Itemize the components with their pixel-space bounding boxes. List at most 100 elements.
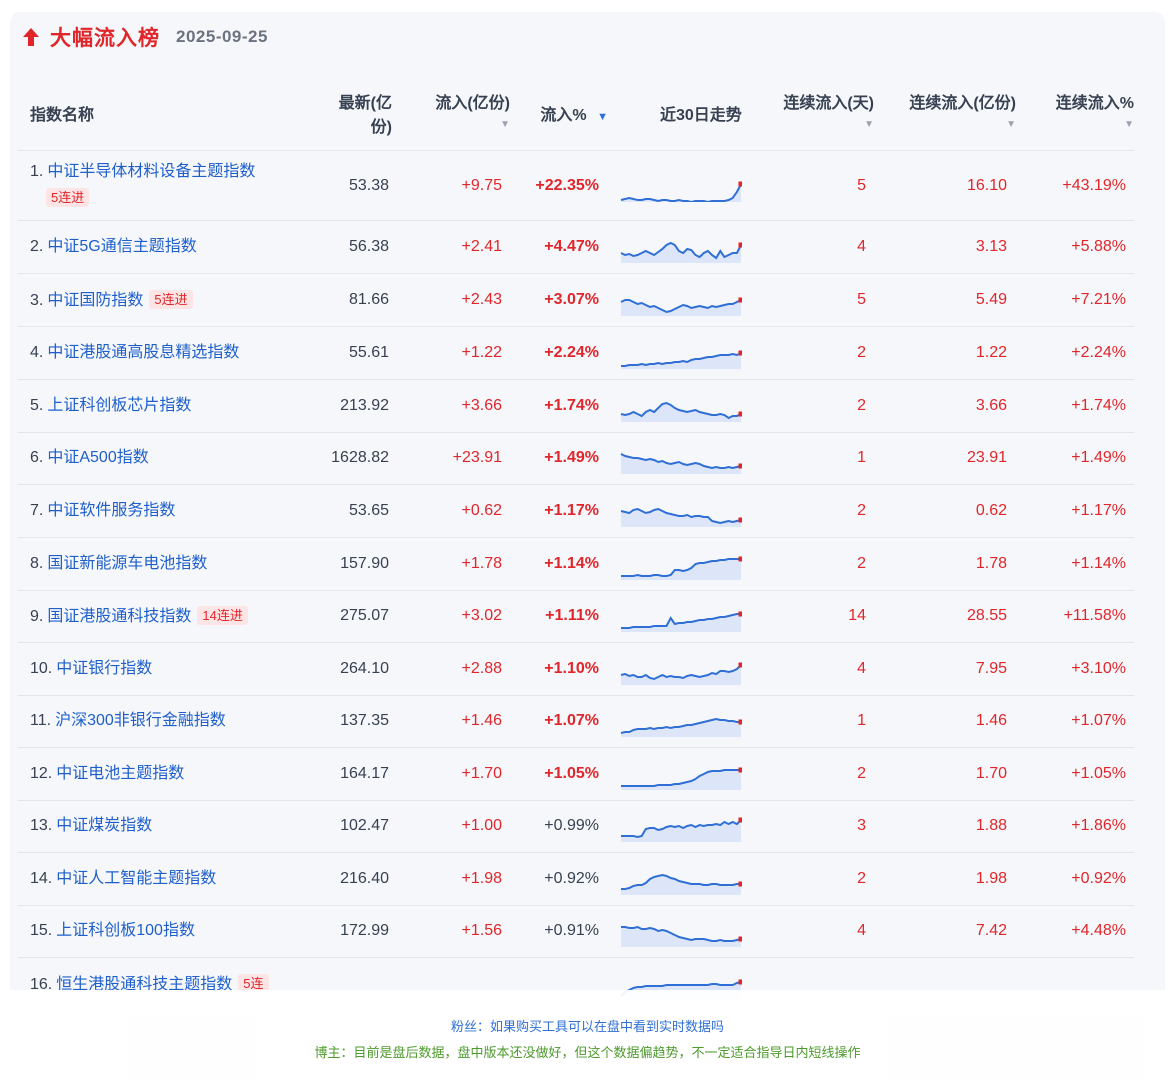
index-name-link[interactable]: 5. 上证科创板芯片指数: [30, 396, 191, 416]
index-name[interactable]: 中证煤炭指数: [56, 817, 153, 834]
cum-pct-value: +1.07%: [1071, 712, 1126, 729]
col-inflow-pct-label: 流入%: [540, 107, 587, 124]
col-days[interactable]: 连续流入(天) ▼: [766, 92, 874, 132]
table-row[interactable]: 14. 中证人工智能主题指数 216.40 +1.98 +0.92% 2 1.98 +0.92…: [18, 853, 1134, 906]
table-header: 指数名称 最新(亿 份) 流入(亿份) ▼ 流入% ▼ 近30日走势 连续流入(…: [18, 80, 1134, 151]
cum-amount-value: 1.46: [975, 712, 1007, 729]
inflow-value: +2.43: [461, 291, 502, 308]
trend-sparkline: [621, 611, 742, 632]
sort-caret-icon[interactable]: ▼: [1124, 119, 1134, 130]
col-inflow-pct[interactable]: 流入% ▼: [523, 104, 608, 129]
index-name[interactable]: 中证电池主题指数: [56, 765, 185, 782]
streak-badge: 14连进: [197, 606, 248, 625]
inflow-pct-value: +3.07%: [544, 291, 599, 308]
index-name[interactable]: 中证银行指数: [56, 660, 153, 677]
cum-pct-value: +1.49%: [1071, 449, 1126, 466]
sparkline-line: [620, 981, 742, 997]
inflow-pct-value: +1.17%: [544, 502, 599, 519]
sparkline-area: [621, 770, 741, 790]
row-number: 7.: [30, 502, 44, 519]
table-row[interactable]: 8. 国证新能源车电池指数 157.90 +1.78 +1.14% 2 1.78 +1.14%: [18, 538, 1134, 591]
index-name-link[interactable]: 13. 中证煤炭指数: [30, 816, 152, 836]
index-name-link[interactable]: 3. 中证国防指数 5连进: [30, 290, 193, 311]
table-row[interactable]: 11. 沪深300非银行金融指数 137.35 +1.46 +1.07% 1 1.46 +1.…: [18, 695, 1134, 748]
index-name[interactable]: 中证国防指数: [47, 292, 144, 309]
inflow-value: +1.70: [461, 765, 502, 782]
index-name-link[interactable]: 12. 中证电池主题指数: [30, 764, 184, 784]
table-row[interactable]: 15. 上证科创板100指数 172.99 +1.56 +0.91% 4 7.42 +4.48…: [18, 905, 1134, 958]
index-name[interactable]: 中证软件服务指数: [47, 502, 176, 519]
table-row[interactable]: 5. 上证科创板芯片指数 213.92 +3.66 +1.74% 2 3.66 +1.74%: [18, 380, 1134, 433]
table-row[interactable]: 3. 中证国防指数 5连进 81.66 +2.43 +3.07% 5 5.49 +7.21%: [18, 274, 1134, 327]
sort-caret-icon[interactable]: ▼: [864, 119, 874, 130]
index-name[interactable]: 中证半导体材料设备主题指数: [47, 163, 256, 180]
sparkline-area: [621, 927, 741, 947]
latest-value: 53.65: [348, 502, 389, 519]
table-row[interactable]: 12. 中证电池主题指数 164.17 +1.70 +1.05% 2 1.70 +1.05%: [18, 748, 1134, 801]
inflow-pct-value: +1.11%: [545, 607, 599, 624]
streak-days-value: 3: [857, 817, 866, 834]
index-name-link[interactable]: 14. 中证人工智能主题指数: [30, 869, 216, 889]
inflow-pct-value: +0.99%: [544, 817, 599, 834]
col-inflow-label: 流入(亿份): [435, 95, 510, 112]
index-name-link[interactable]: 6. 中证A500指数: [30, 448, 149, 468]
index-name-link[interactable]: 10. 中证银行指数: [30, 659, 152, 679]
index-name[interactable]: 国证港股通科技指数: [47, 608, 192, 625]
row-number: 3.: [30, 292, 44, 309]
index-name[interactable]: 国证新能源车电池指数: [47, 555, 208, 572]
index-name-link[interactable]: 11. 沪深300非银行金融指数: [30, 711, 226, 731]
index-name[interactable]: 中证港股通高股息精选指数: [47, 344, 240, 361]
index-name-link[interactable]: 1. 中证半导体材料设备主题指数 5连进: [30, 162, 255, 207]
sparkline-line: [621, 873, 741, 890]
index-name-link[interactable]: 16. 恒生港股通科技主题指数 5连: [30, 974, 269, 995]
index-name-link[interactable]: 15. 上证科创板100指数: [30, 921, 195, 941]
streak-days-value: 2: [857, 502, 866, 519]
index-name-link[interactable]: 4. 中证港股通高股息精选指数: [30, 343, 239, 363]
ranking-date: 2025-09-25: [176, 27, 268, 46]
sort-caret-icon[interactable]: ▼: [1006, 119, 1016, 130]
index-name[interactable]: 恒生港股通科技主题指数: [56, 976, 233, 993]
index-name[interactable]: 中证A500指数: [47, 449, 149, 466]
table-row[interactable]: 13. 中证煤炭指数 102.47 +1.00 +0.99% 3 1.88 +1.86%: [18, 800, 1134, 853]
sparkline-end-marker: [738, 817, 742, 823]
streak-days-value: 2: [857, 765, 866, 782]
sort-active-caret-icon[interactable]: ▼: [597, 111, 608, 123]
latest-value: 213.92: [340, 397, 389, 414]
table-row[interactable]: 9. 国证港股通科技指数 14连进 275.07 +3.02 +1.11% 14 28.55 +…: [18, 590, 1134, 643]
row-number: 1.: [30, 163, 44, 180]
table-row[interactable]: 6. 中证A500指数 1628.82 +23.91 +1.49% 1 23.91 +1.49…: [18, 432, 1134, 485]
blogger-answer: 博主：目前是盘后数据，盘中版本还没做好，但这个数据偏趋势，不一定适合指导日内短线…: [314, 1045, 861, 1060]
table-row[interactable]: 2. 中证5G通信主题指数 56.38 +2.41 +4.47% 4 3.13 +5.88%: [18, 221, 1134, 274]
latest-value: 164.17: [340, 765, 389, 782]
col-latest[interactable]: 最新(亿 份): [330, 92, 392, 140]
cum-pct-value: +1.86%: [1071, 817, 1126, 834]
streak-days-value: 2: [857, 870, 866, 887]
row-number: 13.: [30, 817, 53, 834]
index-name[interactable]: 沪深300非银行金融指数: [55, 712, 226, 729]
index-name-link[interactable]: 9. 国证港股通科技指数 14连进: [30, 606, 248, 627]
index-name-link[interactable]: 8. 国证新能源车电池指数: [30, 554, 207, 574]
col-cum-amount[interactable]: 连续流入(亿份) ▼: [888, 92, 1016, 132]
table-row[interactable]: 10. 中证银行指数 264.10 +2.88 +1.10% 4 7.95 +3.10%: [18, 643, 1134, 696]
cum-pct-value: +1.05%: [1071, 765, 1126, 782]
col-cum-amount-label: 连续流入(亿份): [909, 95, 1016, 112]
cum-pct-value: +11.58%: [1063, 607, 1126, 624]
row-number: 2.: [30, 238, 44, 255]
table-row[interactable]: 1. 中证半导体材料设备主题指数 5连进 53.38 +9.75 +22.35% 5 16.1…: [18, 152, 1134, 221]
inflow-value: +2.88: [461, 660, 502, 677]
table-row[interactable]: 4. 中证港股通高股息精选指数 55.61 +1.22 +2.24% 2 1.22 +2.24…: [18, 327, 1134, 380]
index-name[interactable]: 中证5G通信主题指数: [47, 238, 197, 255]
col-inflow[interactable]: 流入(亿份) ▼: [418, 92, 510, 132]
sparkline-end-marker: [738, 297, 742, 303]
index-name[interactable]: 上证科创板100指数: [56, 922, 195, 939]
sort-caret-icon[interactable]: ▼: [500, 119, 510, 130]
inflow-pct-value: +0.91%: [544, 922, 599, 939]
index-name-link[interactable]: 7. 中证软件服务指数: [30, 501, 175, 521]
index-name-link[interactable]: 2. 中证5G通信主题指数: [30, 237, 197, 257]
col-cum-pct[interactable]: 连续流入% ▼: [1028, 92, 1134, 132]
index-name[interactable]: 中证人工智能主题指数: [56, 870, 217, 887]
index-name[interactable]: 上证科创板芯片指数: [47, 397, 192, 414]
table-row[interactable]: 7. 中证软件服务指数 53.65 +0.62 +1.17% 2 0.62 +1.17%: [18, 485, 1134, 538]
trend-sparkline: [621, 873, 742, 895]
sparkline-line: [620, 664, 742, 681]
